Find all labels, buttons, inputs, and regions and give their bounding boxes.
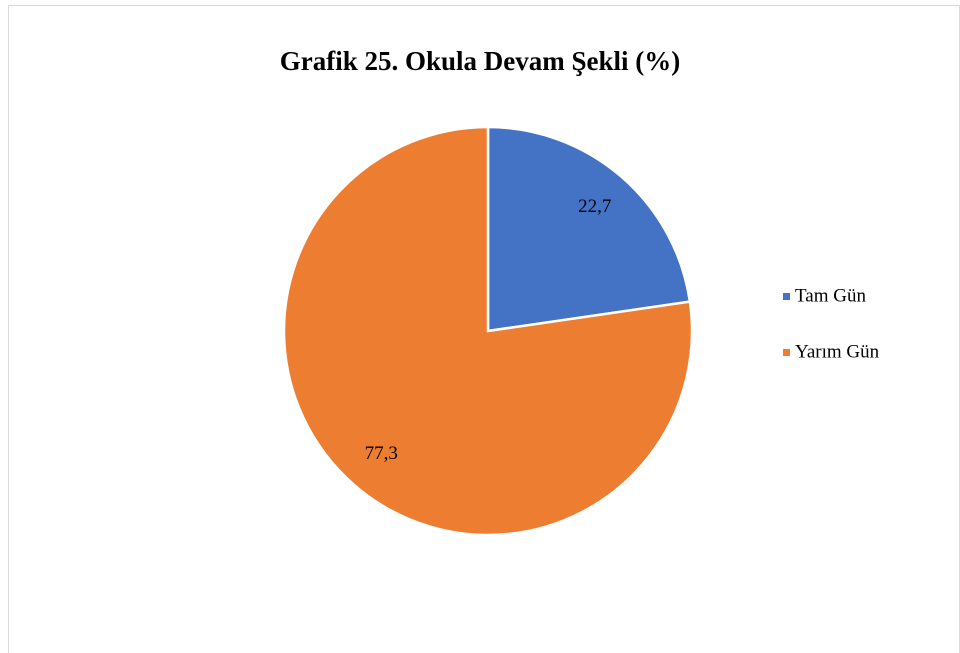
legend-label: Yarım Gün	[795, 341, 880, 362]
chart-title: Grafik 25. Okula Devam Şekli (%)	[280, 46, 681, 76]
pie-slice	[282, 125, 694, 537]
data-label: 77,3	[365, 443, 398, 464]
legend-swatch	[783, 349, 790, 356]
legend-swatch	[783, 293, 790, 300]
pie-slice	[486, 125, 692, 333]
legend-label: Tam Gün	[795, 285, 866, 306]
data-label: 22,7	[578, 196, 611, 217]
